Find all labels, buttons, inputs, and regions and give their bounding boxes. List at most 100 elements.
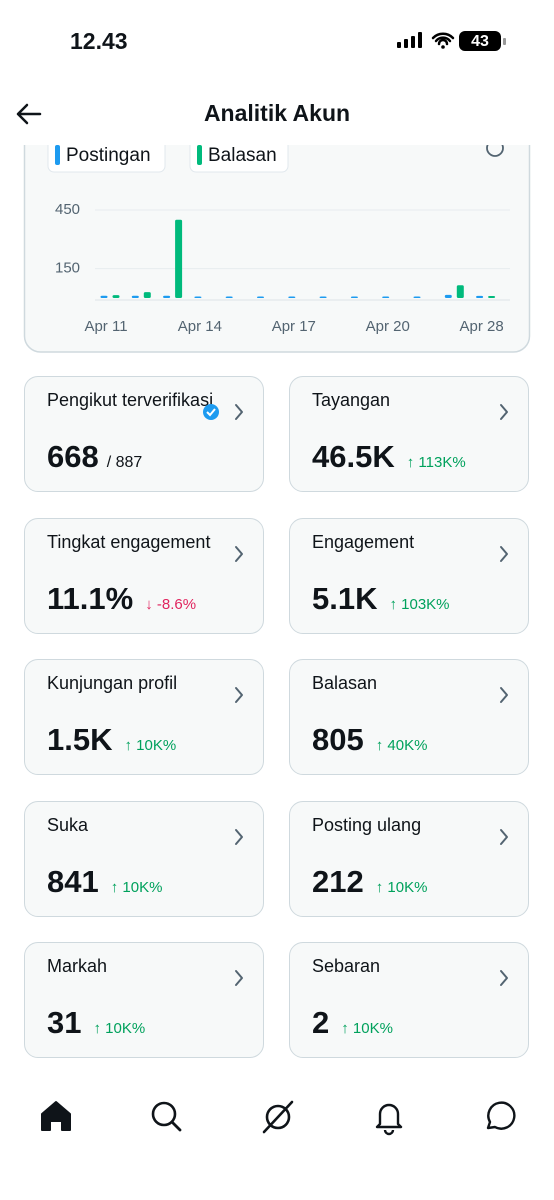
nav-home[interactable] xyxy=(41,1101,71,1131)
card-value: 2 ↑ 10K% xyxy=(312,1005,393,1041)
card-label: Engagement xyxy=(312,531,415,552)
bar xyxy=(319,296,327,298)
battery: 43 xyxy=(471,33,489,50)
value: 805 xyxy=(312,722,364,757)
x-tick-label: Apr 14 xyxy=(178,318,222,335)
metric-card[interactable]: Markah 31 ↑ 10K% xyxy=(24,942,264,1058)
bar xyxy=(225,296,233,298)
card-value: 668 / 887 xyxy=(47,439,142,475)
metric-card[interactable]: Pengikut terverifikasi 668 / 887 xyxy=(24,376,264,492)
bar xyxy=(382,296,390,298)
nav-grok[interactable] xyxy=(262,1100,294,1134)
metric-card[interactable]: Tingkat engagement 11.1% ↓ -8.6% xyxy=(24,517,264,634)
metric-card[interactable]: Suka 841 ↑ 10K% xyxy=(24,800,264,917)
verified-check xyxy=(206,408,216,417)
card-change: ↑ 10K% xyxy=(375,878,428,896)
metric-card[interactable]: Balasan 805 ↑ 40K% xyxy=(289,659,529,775)
card-value: 212 ↑ 10K% xyxy=(312,864,427,900)
card-label: Tayangan xyxy=(312,390,391,410)
card-label: Sebaran xyxy=(312,956,381,976)
nav-notifications[interactable] xyxy=(375,1103,403,1136)
back-button[interactable] xyxy=(14,100,44,128)
chart: Postingan Balasan 150 450 Apr 11 Apr 14 Apr 17… xyxy=(23,109,531,353)
value: 212 xyxy=(312,863,364,899)
nav-search[interactable] xyxy=(151,1101,182,1132)
bar xyxy=(163,295,171,298)
nav-messages[interactable] xyxy=(486,1101,516,1130)
card-label: Kunjungan profil xyxy=(47,673,178,693)
page-title: Analitik Akun xyxy=(203,100,351,126)
value: 11.1% xyxy=(47,580,134,616)
value: 1.5K xyxy=(47,722,113,757)
card-icons xyxy=(235,687,243,703)
bar xyxy=(456,285,464,298)
y-tick-label: 150 xyxy=(55,260,80,277)
verified-badge xyxy=(203,404,219,420)
value: 668 xyxy=(47,439,99,474)
card-value: 31 ↑ 10K% xyxy=(47,1005,145,1041)
card-value: 1.5K ↑ 10K% xyxy=(47,722,176,758)
bar xyxy=(175,219,183,298)
chevron xyxy=(235,545,243,562)
bar xyxy=(112,295,120,298)
card-change: ↓ -8.6% xyxy=(145,595,197,613)
card-value: 46.5K ↑ 113K% xyxy=(312,439,466,475)
value: 46.5K xyxy=(312,439,395,474)
card-change: ↑ 103K% xyxy=(389,595,450,613)
bottom-nav xyxy=(41,1100,516,1136)
value: 841 xyxy=(47,863,99,899)
card-label: Markah xyxy=(47,956,108,976)
card-change: ↑ 10K% xyxy=(93,1020,146,1037)
metric-card[interactable]: Tayangan 46.5K ↑ 113K% xyxy=(289,376,529,492)
x-tick-label: Apr 17 xyxy=(272,318,316,335)
card-sub: / 887 xyxy=(106,454,143,471)
chevron xyxy=(235,970,243,986)
chevron xyxy=(500,828,508,845)
card-label: Pengikut terverifikasi xyxy=(47,390,214,410)
card-icons xyxy=(500,970,508,986)
legend-swatch xyxy=(55,145,60,165)
value: 5.1K xyxy=(312,580,378,616)
status-icons: 43 xyxy=(397,31,506,51)
chevron xyxy=(500,545,508,562)
bar xyxy=(488,296,496,298)
card-icons xyxy=(203,404,243,420)
card-icons xyxy=(500,545,508,562)
card-change: ↑ 10K% xyxy=(110,878,163,896)
x-tick-label: Apr 28 xyxy=(459,318,503,335)
chevron xyxy=(235,828,243,845)
card-value: 5.1K ↑ 103K% xyxy=(312,581,450,617)
bar xyxy=(288,296,296,298)
metric-card[interactable]: Engagement 5.1K ↑ 103K% xyxy=(289,517,529,634)
bar xyxy=(476,295,484,298)
card-label: Tingkat engagement xyxy=(47,531,211,552)
y-tick-label: 450 xyxy=(55,201,80,218)
metric-card[interactable]: Posting ulang 212 ↑ 10K% xyxy=(289,800,529,917)
card-change: ↑ 10K% xyxy=(124,737,177,754)
chevron xyxy=(235,687,243,703)
legend-swatch xyxy=(197,145,202,165)
card-icons xyxy=(500,828,508,845)
card-label: Suka xyxy=(47,814,89,835)
card-label: Posting ulang xyxy=(312,814,422,835)
card-value: 805 ↑ 40K% xyxy=(312,722,427,758)
bar xyxy=(143,292,151,298)
card-icons xyxy=(235,828,243,845)
legend-label: Postingan xyxy=(66,145,151,166)
value: 2 xyxy=(312,1005,330,1040)
chevron xyxy=(235,404,243,420)
bar xyxy=(131,295,139,298)
value: 31 xyxy=(47,1005,82,1040)
x-tick-label: Apr 11 xyxy=(84,318,127,335)
card-label: Balasan xyxy=(312,673,378,693)
time: 12.43 xyxy=(70,28,128,54)
card-value: 841 ↑ 10K% xyxy=(47,864,162,900)
metric-card[interactable]: Sebaran 2 ↑ 10K% xyxy=(289,942,529,1058)
x-tick-label: Apr 20 xyxy=(366,318,410,335)
bar xyxy=(100,295,108,298)
card-change: ↑ 113K% xyxy=(406,454,466,471)
header: 12.43 43 Analitik Akun xyxy=(0,0,554,145)
metric-card[interactable]: Kunjungan profil 1.5K ↑ 10K% xyxy=(24,659,264,775)
chevron xyxy=(500,687,508,703)
